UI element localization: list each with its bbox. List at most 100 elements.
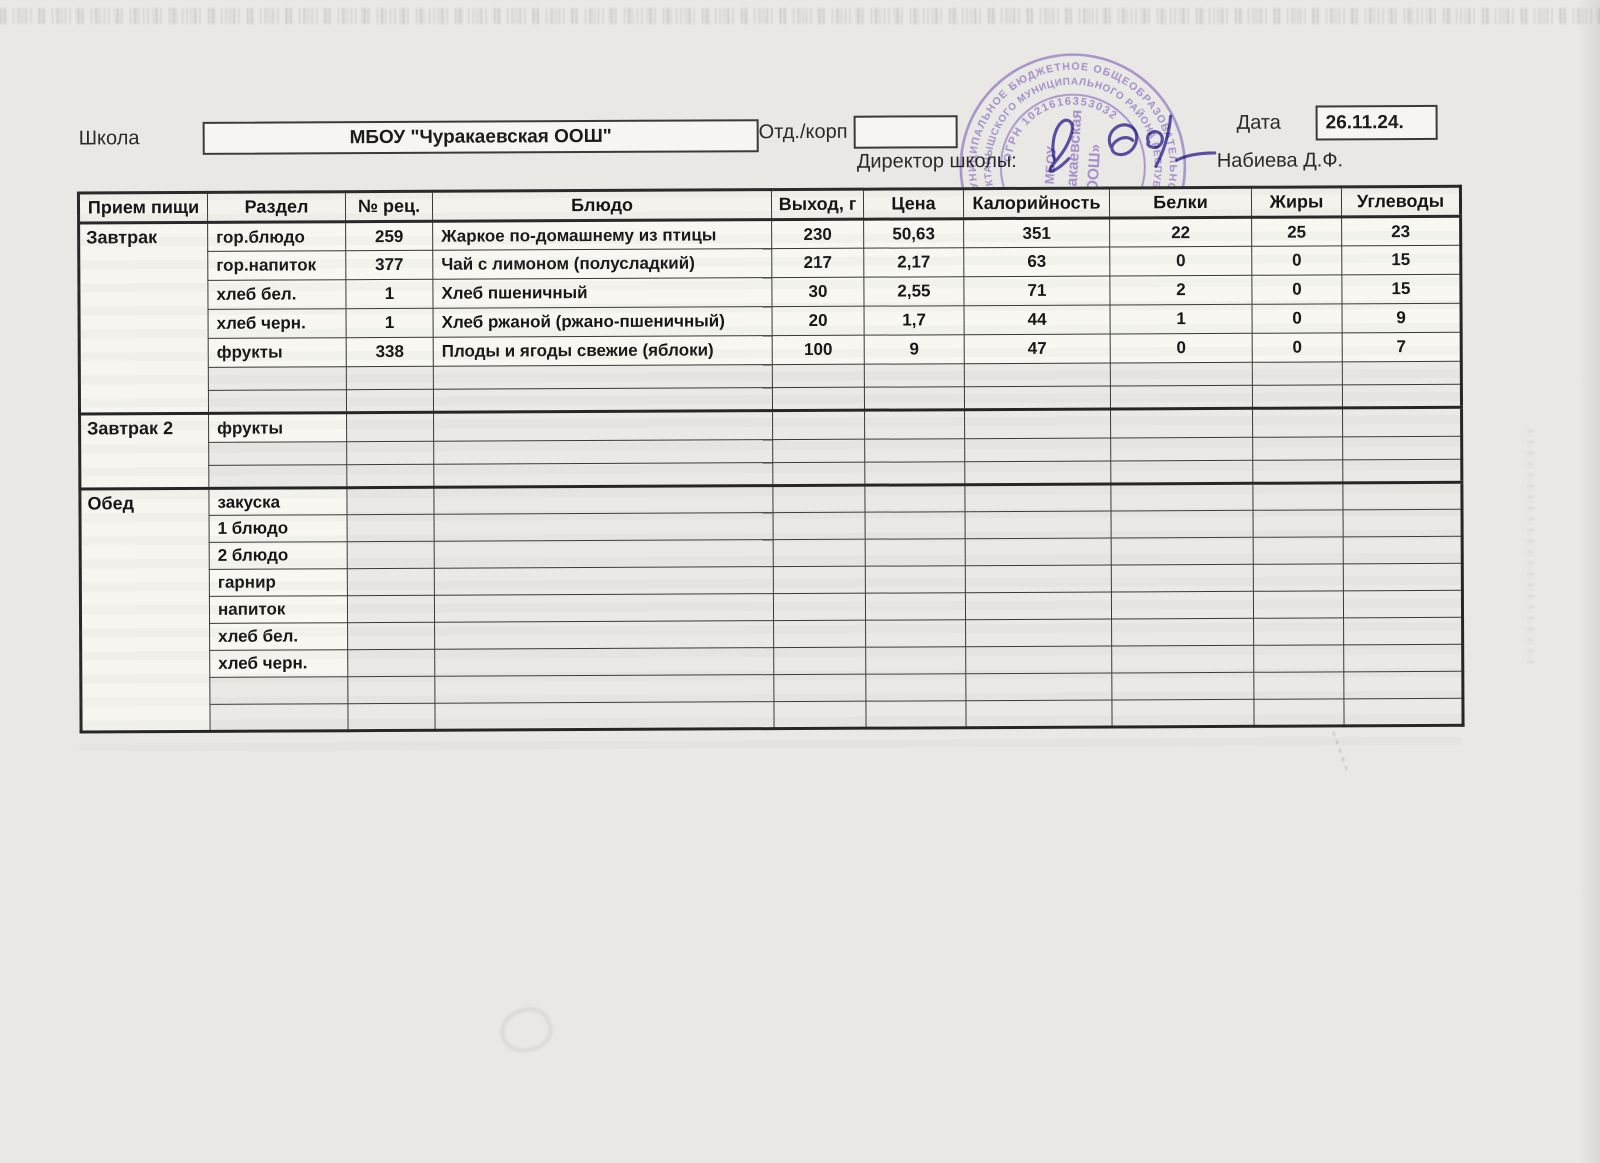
table-cell <box>1253 509 1344 538</box>
signature-stroke <box>1175 151 1217 162</box>
table-cell <box>965 645 1112 674</box>
table-cell <box>1110 408 1253 438</box>
column-header: Прием пищи <box>78 192 208 224</box>
table-cell <box>1342 436 1462 460</box>
table-cell <box>864 461 965 486</box>
table-cell: 2 блюдо <box>209 541 348 570</box>
table-cell <box>864 386 965 411</box>
table-cell: 259 <box>345 221 433 251</box>
column-header: № рец. <box>345 191 433 222</box>
table-cell <box>965 591 1112 620</box>
table-cell: Плоды и ягоды свежие (яблоки) <box>433 335 773 367</box>
meal-section: Обед закуска 1 блюдо 2 блюдо гарнир напиток хл… <box>79 482 1464 733</box>
table-cell <box>772 387 865 411</box>
table-cell <box>1342 361 1462 385</box>
table-cell <box>865 700 967 729</box>
column-header: Калорийность <box>963 187 1110 219</box>
menu-table: Прием пищи Раздел № рец. Блюдо Выход, г Цена К… <box>76 184 1465 734</box>
table-cell: Хлеб ржаной (ржано-пшеничный) <box>433 306 773 338</box>
table-cell <box>964 385 1111 410</box>
table-cell <box>208 366 347 391</box>
table-cell: 22 <box>1109 217 1252 247</box>
table-cell <box>433 462 773 488</box>
table-cell <box>1343 590 1463 618</box>
table-cell <box>773 593 866 621</box>
table-cell <box>1253 536 1344 565</box>
table-cell <box>964 460 1111 485</box>
table-cell <box>773 674 866 702</box>
scan-edge-shadow <box>1578 0 1600 1163</box>
table-cell <box>964 483 1112 512</box>
table-cell <box>433 387 773 413</box>
table-cell: 1 блюдо <box>209 514 348 543</box>
table-cell <box>346 487 435 515</box>
table-cell <box>1253 698 1345 727</box>
table-cell <box>1343 563 1463 591</box>
table-cell <box>1110 460 1253 484</box>
table-cell <box>865 565 966 594</box>
table-cell <box>865 511 966 540</box>
column-header: Раздел <box>207 191 346 223</box>
table-cell <box>965 510 1112 539</box>
scan-bleed-artifact <box>1527 430 1534 665</box>
table-cell <box>434 593 774 623</box>
school-label: Школа <box>78 127 140 150</box>
table-cell: 9 <box>864 334 965 365</box>
table-cell: 7 <box>1342 332 1462 362</box>
table-cell: 1 <box>346 308 434 338</box>
table-cell <box>208 441 347 466</box>
table-cell <box>1110 362 1253 386</box>
table-cell <box>865 592 966 621</box>
table-cell <box>434 566 774 596</box>
table-cell <box>1110 385 1253 409</box>
table-cell: 47 <box>964 333 1111 364</box>
table-cell <box>1252 407 1343 438</box>
director-signature <box>1048 114 1217 173</box>
table-cell <box>1343 698 1464 726</box>
table-cell <box>1342 459 1462 483</box>
table-cell <box>209 703 349 732</box>
table-cell <box>865 538 966 567</box>
table-cell <box>1343 644 1463 672</box>
table-cell <box>347 568 435 596</box>
table-cell <box>1253 671 1344 700</box>
table-cell <box>772 364 865 388</box>
meal-section: Завтрак гор.блюдо 259 Жаркое по-домашнему и… <box>78 216 1462 415</box>
table-cell <box>864 409 965 440</box>
table-cell <box>773 566 866 594</box>
table-cell <box>1342 482 1463 510</box>
table-cell <box>1111 510 1254 538</box>
table-cell <box>1111 537 1254 565</box>
table-cell: 15 <box>1341 274 1462 304</box>
table-cell: фрукты <box>208 337 347 368</box>
table-cell <box>347 514 435 542</box>
table-cell <box>772 439 865 463</box>
table-cell <box>865 673 966 702</box>
table-cell <box>1111 618 1254 646</box>
table-cell <box>346 441 434 465</box>
table-cell: 2 <box>1109 275 1253 305</box>
table-cell <box>773 539 866 567</box>
column-header: Жиры <box>1251 186 1342 218</box>
table-cell <box>1343 671 1463 699</box>
table-cell <box>1110 437 1253 461</box>
table-cell <box>1252 459 1343 484</box>
table-cell <box>347 649 435 677</box>
table-cell <box>865 646 966 675</box>
table-cell: 1 <box>1110 304 1253 334</box>
table-cell: 0 <box>1251 274 1343 305</box>
table-cell <box>433 364 773 390</box>
table-cell: 2,55 <box>863 276 965 307</box>
column-header: Углеводы <box>1341 186 1461 217</box>
table-cell: Чай с лимоном (полусладкий) <box>432 248 772 280</box>
stamp-center-line3: ООШ» <box>1084 143 1104 192</box>
column-header: Белки <box>1109 187 1252 218</box>
table-cell: 377 <box>345 250 433 280</box>
table-cell <box>773 620 866 648</box>
school-name-box: МБОУ "Чуракаевская ООШ" <box>202 119 759 155</box>
table-cell <box>434 674 774 704</box>
table-cell <box>1111 672 1254 700</box>
table-cell <box>1111 564 1254 592</box>
table-cell <box>772 410 865 440</box>
table-cell <box>347 703 436 731</box>
